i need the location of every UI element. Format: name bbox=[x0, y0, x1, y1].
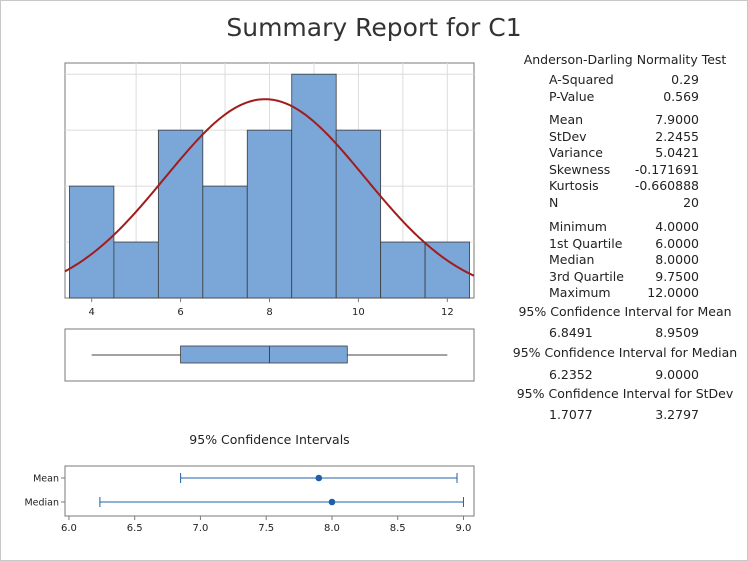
boxplot-marks bbox=[91, 345, 448, 364]
ci-mean-upper: 8.9509 bbox=[655, 325, 699, 340]
ci-x-tick-label: 9.0 bbox=[456, 523, 472, 534]
moment-stat-value: 2.2455 bbox=[655, 128, 699, 144]
histogram-bar bbox=[291, 73, 337, 299]
ci-x-tick-label: 8.5 bbox=[390, 523, 406, 534]
moment-stat-label: Mean bbox=[549, 112, 584, 127]
histogram-chart: 4 6 8 10 12 bbox=[64, 62, 475, 318]
x-tick-label: 8 bbox=[266, 307, 272, 318]
ad-stat-value: 0.29 bbox=[671, 72, 699, 87]
quartile-stat-label: Maximum bbox=[549, 285, 611, 300]
histogram-bar bbox=[246, 129, 293, 299]
moment-stat-label: Variance bbox=[549, 145, 603, 161]
quartile-stat-value: 4.0000 bbox=[655, 219, 699, 234]
moment-stat-value: 7.9000 bbox=[655, 112, 699, 127]
ci-chart: 6.0 6.5 7.0 7.5 8.0 8.5 9.0 Mean Median bbox=[24, 465, 475, 534]
histogram-bar bbox=[202, 185, 248, 299]
moment-stat-value: 20 bbox=[683, 195, 699, 210]
quartile-stat-label: 3rd Quartile bbox=[549, 268, 624, 284]
ci-x-tick-label: 7.5 bbox=[258, 523, 274, 534]
quartile-stat-label: 1st Quartile bbox=[549, 235, 623, 251]
ci-stdev-title: 95% Confidence Interval for StDev bbox=[516, 386, 734, 401]
x-tick-label: 6 bbox=[177, 307, 183, 318]
ci-median-lower: 6.2352 bbox=[549, 367, 593, 382]
quartile-stat-value: 6.0000 bbox=[655, 235, 699, 251]
histogram-bar bbox=[380, 241, 426, 299]
histogram-bar bbox=[157, 129, 204, 299]
ci-x-tick-label: 6.5 bbox=[127, 523, 143, 534]
moment-stat-label: N bbox=[549, 195, 559, 210]
boxplot-chart bbox=[64, 328, 475, 382]
ci-x-tick-label: 6.0 bbox=[61, 523, 77, 534]
boxplot-box bbox=[180, 345, 348, 364]
x-tick-label: 4 bbox=[88, 307, 94, 318]
ci-frame bbox=[64, 465, 475, 517]
moment-stat-value: -0.171691 bbox=[634, 161, 699, 177]
report-title: Summary Report for C1 bbox=[226, 13, 522, 42]
moment-stat-label: Skewness bbox=[549, 161, 611, 177]
ci-mean-title: 95% Confidence Interval for Mean bbox=[518, 304, 732, 319]
moment-stat-value: 5.0421 bbox=[655, 145, 699, 161]
moment-stat-label: StDev bbox=[549, 128, 587, 144]
ci-median-title: 95% Confidence Interval for Median bbox=[512, 345, 738, 360]
quartile-stat-value: 8.0000 bbox=[655, 252, 699, 267]
ci-row-label: Median bbox=[24, 498, 59, 509]
histogram-x-ticks: 4 6 8 10 12 bbox=[88, 298, 454, 318]
quartile-stat-value: 12.0000 bbox=[647, 285, 699, 300]
moment-stat-value: -0.660888 bbox=[634, 178, 699, 194]
ci-stdev-lower: 1.7077 bbox=[549, 407, 593, 422]
ci-median-upper: 9.0000 bbox=[655, 367, 699, 382]
histogram-bar bbox=[335, 129, 382, 299]
ci-point-estimate bbox=[315, 474, 323, 482]
quartile-stat-value: 9.7500 bbox=[655, 268, 699, 284]
ci-x-tick-label: 7.0 bbox=[193, 523, 209, 534]
x-tick-label: 12 bbox=[441, 307, 454, 318]
moment-stat-label: Kurtosis bbox=[549, 178, 599, 194]
ad-stat-label: P-Value bbox=[549, 89, 595, 104]
ad-test-title: Anderson-Darling Normality Test bbox=[523, 52, 727, 67]
ci-chart-title: 95% Confidence Intervals bbox=[189, 432, 350, 447]
ad-stat-value: 0.569 bbox=[663, 89, 699, 104]
ad-stat-label: A-Squared bbox=[549, 72, 614, 87]
histogram-bar bbox=[113, 241, 159, 299]
ci-marks: 6.0 6.5 7.0 7.5 8.0 8.5 9.0 Mean Median bbox=[24, 473, 471, 534]
normal-curve bbox=[64, 98, 475, 277]
ci-stdev-upper: 3.2797 bbox=[655, 407, 699, 422]
quartile-stat-label: Median bbox=[549, 252, 595, 267]
ci-mean-lower: 6.8491 bbox=[549, 325, 593, 340]
x-tick-label: 10 bbox=[352, 307, 365, 318]
quartile-stat-label: Minimum bbox=[549, 219, 607, 234]
ci-x-tick-label: 8.0 bbox=[324, 523, 340, 534]
ci-row-label: Mean bbox=[33, 474, 59, 485]
ci-point-estimate bbox=[328, 498, 336, 506]
